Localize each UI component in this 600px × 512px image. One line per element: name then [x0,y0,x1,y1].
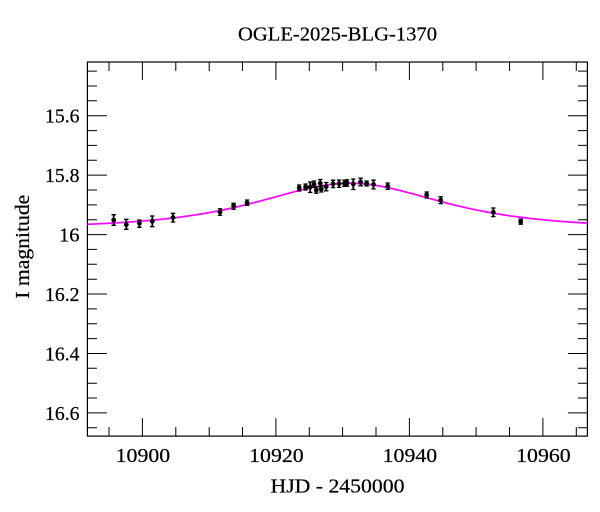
svg-text:I magnitude: I magnitude [12,195,34,299]
svg-text:OGLE-2025-BLG-1370: OGLE-2025-BLG-1370 [238,24,437,46]
svg-text:10900: 10900 [116,445,171,467]
svg-text:16.6: 16.6 [45,403,80,425]
svg-text:15.6: 15.6 [45,106,80,128]
svg-text:16.4: 16.4 [45,343,80,365]
svg-text:10960: 10960 [516,445,571,467]
svg-text:10940: 10940 [383,445,438,467]
svg-text:10920: 10920 [249,445,304,467]
svg-text:HJD - 2450000: HJD - 2450000 [271,475,405,497]
svg-text:15.8: 15.8 [45,165,80,187]
svg-text:16.2: 16.2 [45,284,80,306]
svg-text:16: 16 [59,225,80,247]
